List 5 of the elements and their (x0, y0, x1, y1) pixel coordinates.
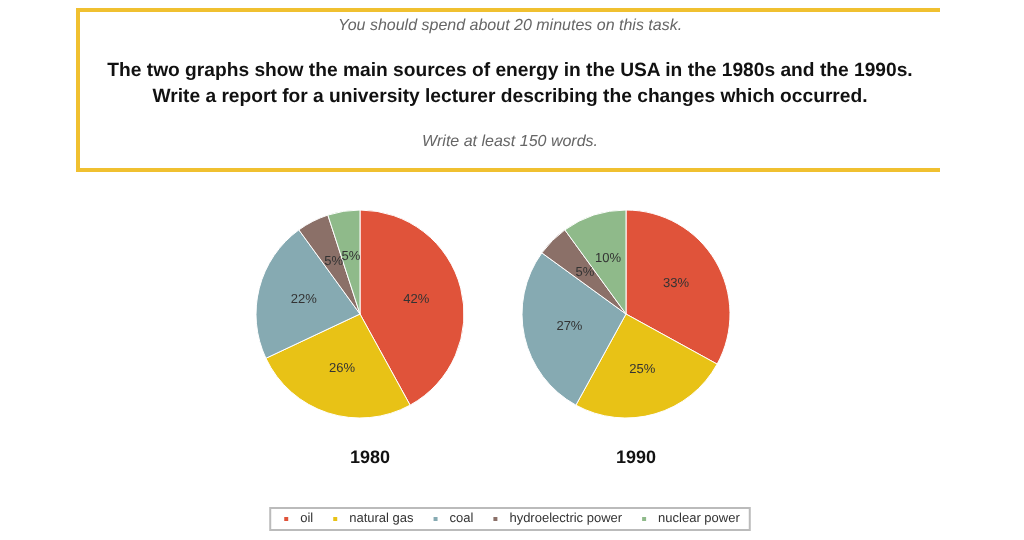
text: You should spend about 20 minutes on this task. (335, 16, 685, 34)
text: Write at least 150 words. (419, 132, 601, 150)
slice-label: 1980 (349, 447, 391, 467)
slice-label: 1990 (615, 447, 657, 467)
text: The two graphs show the main sources of energy in the USA in the 1980s and the 1990s. Write a report for a university lecturer describing the changes which occurred. (105, 60, 915, 110)
